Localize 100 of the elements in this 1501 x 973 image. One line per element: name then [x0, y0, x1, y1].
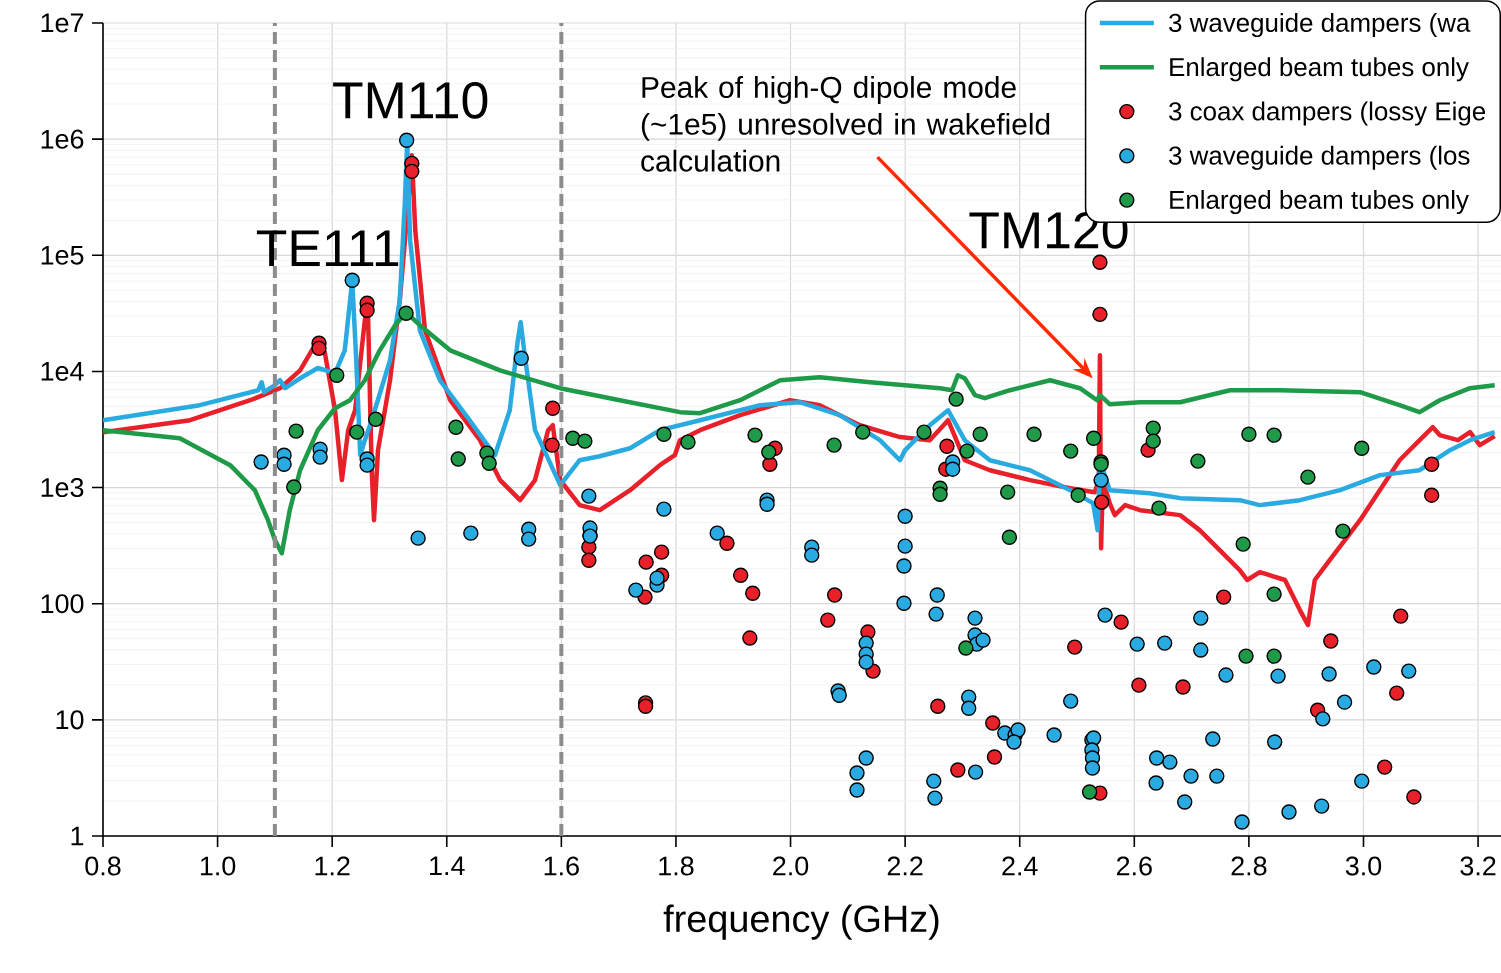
legend-label: Enlarged beam tubes only	[1170, 57, 1469, 82]
x-tick-label: 2.4	[1002, 856, 1038, 876]
point	[939, 438, 955, 454]
point	[1190, 453, 1206, 469]
point	[1335, 523, 1351, 539]
point	[761, 444, 777, 460]
annotation: TE111	[256, 230, 399, 267]
y-tick-label: 1e5	[41, 245, 84, 265]
x-tick-label: 1.2	[315, 856, 350, 876]
point	[653, 544, 670, 560]
point	[1113, 614, 1129, 630]
x-tick-label: 0.8	[85, 856, 121, 876]
y-tick-label: 1e7	[41, 13, 84, 33]
point	[930, 698, 946, 714]
point	[638, 554, 654, 570]
point	[1151, 500, 1167, 516]
point	[680, 434, 696, 450]
point	[985, 715, 1001, 731]
legend-label: 3 waveguide dampers (wa	[1169, 12, 1471, 38]
x-tick-label: 1.8	[659, 856, 694, 876]
point	[742, 630, 758, 646]
point	[1001, 529, 1018, 545]
x-axis-title: frequency (GHz)	[663, 904, 939, 940]
y-tick-label: 10	[56, 710, 84, 730]
point	[855, 424, 871, 440]
point	[719, 535, 735, 551]
point	[1238, 648, 1254, 664]
point	[544, 437, 560, 453]
point	[1175, 679, 1191, 695]
legend-label: Enlarged beam tubes only	[1170, 189, 1469, 215]
point	[1215, 589, 1232, 605]
x-tick-label: 2.6	[1116, 856, 1152, 876]
point	[747, 427, 763, 443]
point	[450, 451, 466, 467]
point	[958, 640, 974, 656]
point	[329, 367, 345, 383]
point	[986, 749, 1003, 765]
x-tick-label: 1.0	[200, 856, 236, 876]
point	[826, 587, 843, 603]
point	[1131, 677, 1147, 693]
point	[1406, 789, 1422, 805]
point	[1067, 639, 1083, 655]
point	[581, 552, 597, 568]
x-tick-label: 1.4	[430, 856, 465, 875]
point	[1266, 427, 1282, 443]
point	[1081, 784, 1098, 800]
legend-label: 3 waveguide dampers (los	[1169, 145, 1470, 170]
point	[1423, 456, 1440, 472]
y-tick-label: 1e3	[41, 478, 84, 498]
x-tick-label: 2.8	[1231, 856, 1267, 876]
point	[398, 305, 414, 321]
point	[1323, 633, 1339, 649]
point	[311, 340, 327, 357]
y-tick-label: 1e6	[41, 129, 84, 149]
point	[1266, 648, 1282, 664]
y-tick-label: 100	[41, 594, 84, 614]
point	[1145, 433, 1161, 449]
point	[972, 426, 988, 442]
point	[999, 484, 1016, 500]
y-tick-label: 1	[71, 826, 84, 846]
point	[1085, 430, 1102, 446]
x-tick-label: 3.2	[1460, 856, 1496, 876]
point	[820, 612, 836, 628]
point	[1093, 494, 1110, 510]
y-tick-label: 1e4	[41, 362, 84, 381]
point	[1300, 469, 1316, 485]
point	[404, 163, 420, 180]
point	[1235, 536, 1251, 552]
point	[656, 426, 672, 442]
point	[1092, 254, 1108, 271]
point	[286, 479, 302, 495]
point	[288, 423, 304, 439]
point	[481, 455, 497, 471]
point	[1393, 608, 1409, 624]
x-tick-label: 1.6	[544, 856, 579, 876]
point	[349, 424, 365, 440]
point	[826, 437, 842, 453]
point	[545, 400, 561, 416]
point	[1070, 487, 1086, 503]
x-tick-label: 2.0	[773, 856, 809, 876]
point	[1063, 443, 1079, 459]
x-tick-label: 2.2	[887, 856, 923, 876]
point	[1423, 487, 1440, 503]
point	[1241, 426, 1257, 442]
point	[1145, 420, 1161, 436]
point	[1376, 759, 1393, 775]
annotation: TM110	[333, 81, 488, 119]
point	[1389, 685, 1405, 701]
point	[732, 567, 749, 583]
x-tick-label: 3.0	[1345, 856, 1382, 876]
legend-label: 3 coax dampers (lossy Eige	[1169, 101, 1486, 126]
point	[745, 585, 761, 601]
point	[1026, 426, 1042, 442]
point	[932, 486, 948, 502]
point	[948, 391, 964, 407]
annotation: Peak of high-Q dipole mode (~1e5) unresolved in wakefield calculation	[641, 76, 1050, 172]
point	[448, 419, 464, 435]
point	[916, 424, 932, 440]
point	[950, 762, 966, 778]
point	[1266, 586, 1282, 602]
